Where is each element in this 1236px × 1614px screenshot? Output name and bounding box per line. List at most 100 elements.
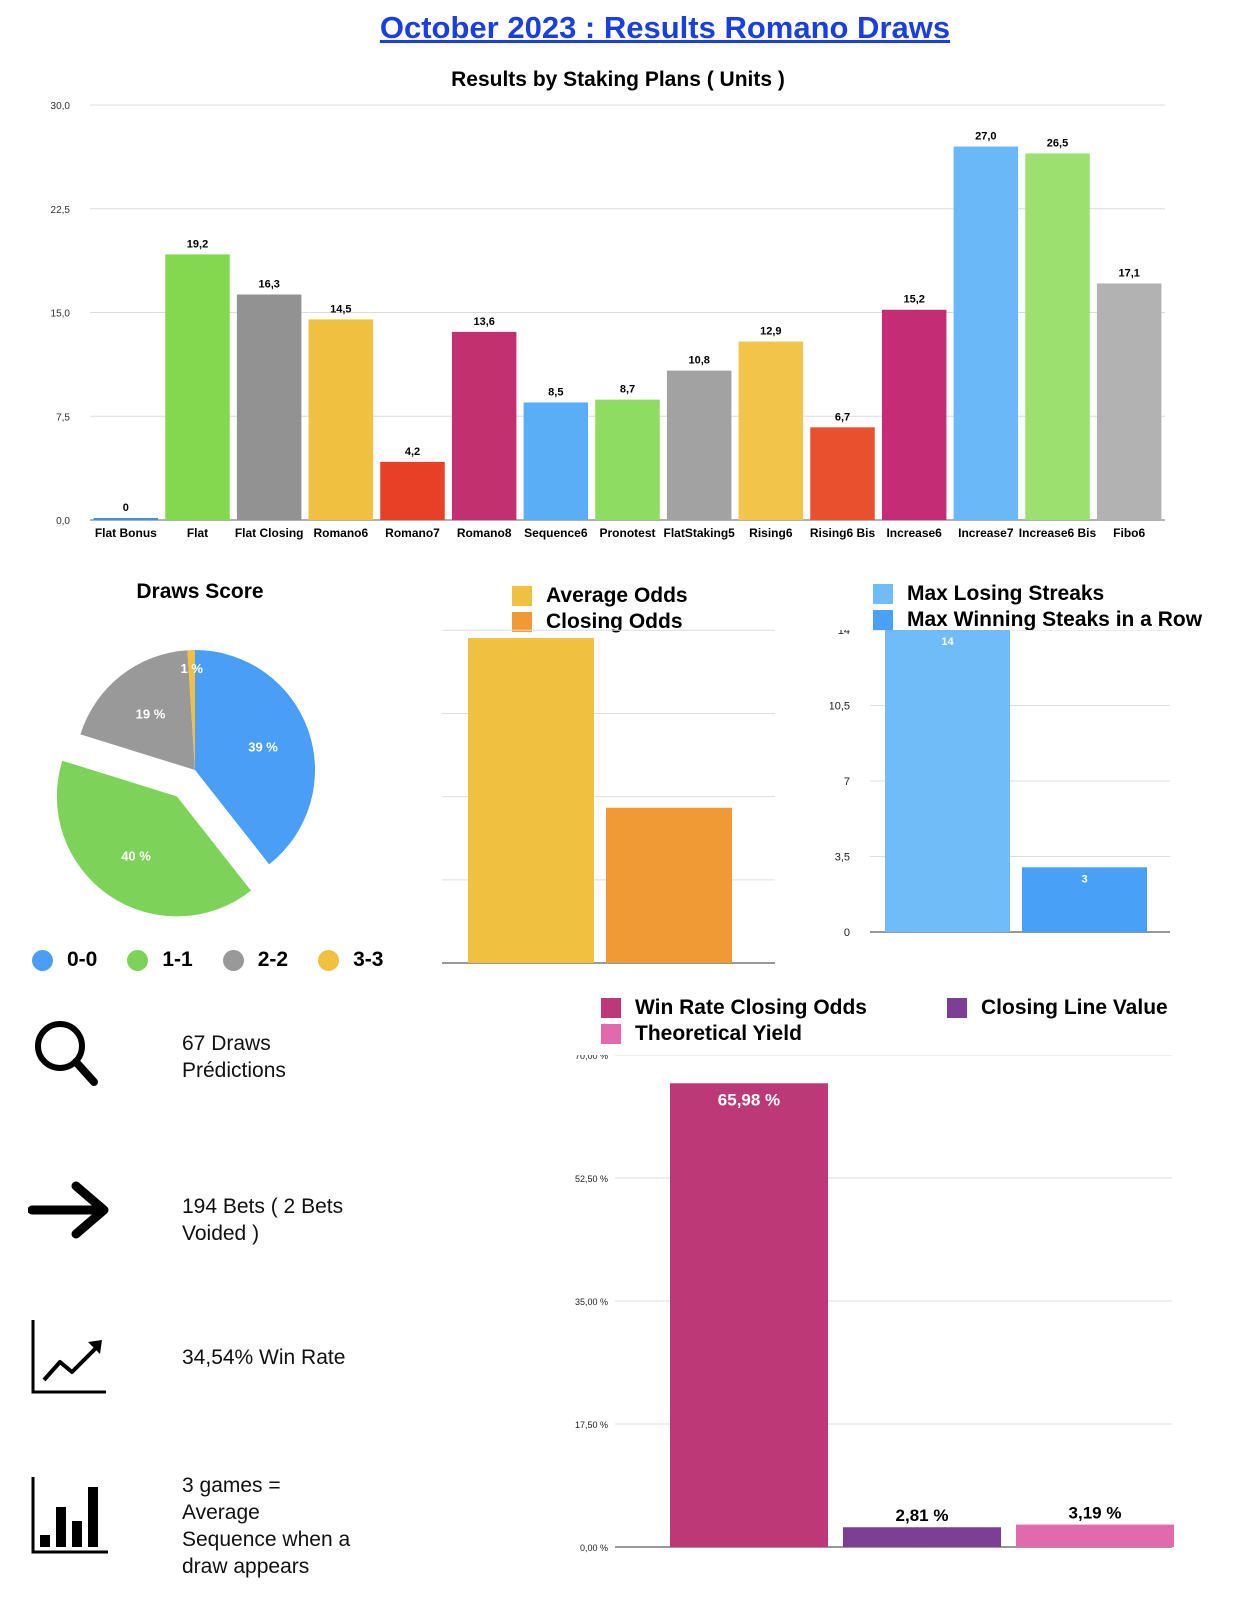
x-tick-label: Rising6 [749,526,793,540]
legend-label: Average Odds [546,584,688,607]
bar-romano7 [380,461,445,520]
legend-label: Closing Odds [546,610,683,633]
magnifier-icon [35,1021,98,1086]
pie-slice-2-2 [80,650,195,770]
pie-legend-item: 3-3 [318,948,383,972]
y-tick-label: 0,00 % [580,1543,608,1553]
y-tick-label: 7 [844,776,850,788]
bar-flat-bonus [93,518,159,520]
y-tick-label: 7,5 [56,412,70,423]
y-tick-label: 17,50 % [575,1420,608,1430]
pie-legend-item: 1-1 [127,948,193,972]
stat-bets: 194 Bets ( 2 Bets Voided ) [182,1195,344,1245]
bar-value-label: 26,5 [1047,137,1068,149]
x-tick-label: Romano8 [457,526,512,540]
bar-pronotest [595,399,660,520]
page-title[interactable]: October 2023 : Results Romano Draws [379,10,951,45]
bar-rising6 [738,341,804,520]
y-tick-label: 0 [844,927,850,939]
bar-value-label: 19,2 [187,238,208,250]
legend-label: Max Winning Steaks in a Row [907,608,1203,631]
pie-slice-1-1 [56,760,252,917]
legend-dot [318,949,340,971]
bar-win-rate-closing-odds [670,1083,828,1547]
y-tick-label: 35,00 % [575,1297,608,1307]
x-tick-label: Increase7 [958,526,1014,540]
bar-theoretical-yield [1016,1524,1174,1547]
legend-label: 0-0 [67,948,98,971]
bar-value-label: 4,2 [405,446,420,458]
pie-slice-0-0 [195,650,315,865]
stat-predictions: 67 Draws Prédictions [182,1032,286,1082]
staking-plans-bar-chart: 0,0 7,5 15,0 22,5 30,0 0 Flat Bonus 19,2 Flat 16,… [51,101,1165,540]
draws-score-pie-chart: 39 % 40 % 19 % 1 % [56,650,315,917]
bar-fibo6 [1096,283,1162,520]
bar-flat [165,254,230,520]
y-tick-label: 15,0 [51,309,71,320]
x-tick-label: Romano6 [313,526,368,540]
x-tick-label: Pronotest [599,526,655,540]
legend-item: Max Losing Streaks [873,581,1202,607]
bar-max-winning-steaks-in-a-row [1022,867,1147,932]
y-tick-label: 22,5 [51,205,71,216]
legend-dot [222,949,244,971]
pie-legend-item: 2-2 [222,948,288,972]
bar-rising6-bis [810,427,875,520]
legend-swatch [873,610,893,630]
x-tick-label: FlatStaking5 [663,526,735,540]
legend-item: Win Rate Closing Odds [601,995,867,1021]
legend-item: Average Odds [512,583,688,609]
legend-item: Closing Odds [512,609,688,635]
stat-average-sequence: 3 games = Average Sequence when a draw a… [182,1474,351,1578]
legend-item: Closing Line Value [947,995,1168,1021]
pie-slice-label: 40 % [121,849,151,864]
pie-chart-title: Draws Score [136,580,264,603]
bar-value-label: 8,5 [548,386,563,398]
x-tick-label: Flat Closing [235,526,304,540]
bar-average-odds [468,638,594,963]
bar-value-label: 10,8 [688,355,709,367]
x-tick-label: Romano7 [385,526,440,540]
legend-dot [127,949,149,971]
legend-swatch [601,1024,621,1044]
y-tick-label: 70,00 % [575,1055,608,1061]
x-tick-label: Rising6 Bis [810,526,876,540]
bar-value-label: 65,98 % [718,1090,780,1109]
bar-closing-odds [606,807,732,963]
bar-max-losing-streaks [885,630,1010,932]
legend-label: Theoretical Yield [635,1022,802,1045]
bar-flatstaking5 [666,370,732,520]
bar-value-label: 3 [1081,873,1087,885]
yield-bar-chart: 0,00 % 17,50 % 35,00 % 52,50 % 70,00 % 65,98 … [575,1055,1174,1553]
legend-label: Win Rate Closing Odds [635,996,867,1019]
bar-romano6 [308,319,374,520]
bar-value-label: 12,9 [760,326,781,338]
bar-sequence6 [523,402,589,520]
pie-slice-label: 19 % [136,706,166,721]
bar-chart-icon [31,1477,108,1554]
bar-increase6-bis [1025,153,1090,520]
legend-swatch [512,586,532,606]
x-tick-label: Sequence6 [524,526,588,540]
x-tick-label: Flat [187,526,208,540]
bar-closing-line-value [843,1527,1001,1547]
staking-chart-title: Results by Staking Plans ( Units ) [451,68,785,91]
x-tick-label: Increase6 [886,526,942,540]
bar-value-label: 14 [941,636,954,648]
pie-slice-3-3 [187,650,195,770]
streak-legend: Max Losing Streaks Max Winning Steaks in … [873,581,1202,633]
legend-swatch [601,998,621,1018]
legend-swatch [947,998,967,1018]
legend-dot [32,949,53,971]
y-tick-label: 52,50 % [575,1174,608,1184]
legend-label: 1-1 [162,948,193,971]
legend-swatch [873,584,893,604]
legend-label: Max Losing Streaks [907,582,1105,605]
legend-swatch [512,612,532,632]
legend-label: 3-3 [353,948,384,971]
trend-up-icon [31,1320,106,1394]
y-tick-label: 0,0 [56,516,70,527]
yield-legend-clv: Closing Line Value [947,995,1168,1021]
y-tick-label: 10,5 [830,701,850,713]
bar-increase7 [953,146,1019,520]
